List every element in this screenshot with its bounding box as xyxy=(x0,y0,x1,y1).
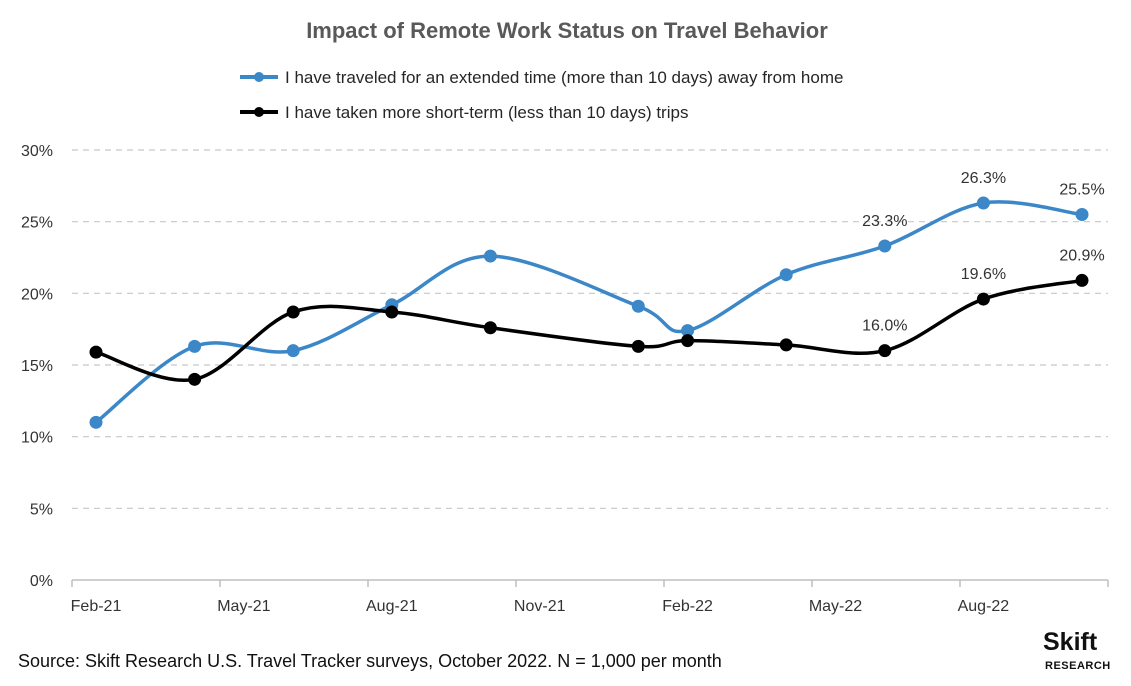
y-axis: 0% 5% 10% 15% 20% 25% 30% xyxy=(21,143,53,590)
data-point xyxy=(89,415,103,429)
data-point xyxy=(1075,208,1089,221)
data-label: 26.3% xyxy=(961,170,1006,187)
y-tick-label: 5% xyxy=(30,501,53,518)
y-tick-label: 10% xyxy=(21,430,53,447)
data-point xyxy=(286,305,300,319)
legend: I have traveled for an extended time (mo… xyxy=(240,68,843,122)
data-point xyxy=(1075,273,1089,287)
data-point xyxy=(631,339,645,353)
data-point xyxy=(878,344,892,358)
series-layer xyxy=(89,196,1089,429)
data-labels: 23.3% 26.3% 25.5% 16.0% 19.6% 20.9% xyxy=(862,170,1105,335)
data-point xyxy=(976,196,990,210)
series-0 xyxy=(89,196,1089,429)
data-point xyxy=(483,249,497,263)
data-point xyxy=(188,372,202,386)
data-point xyxy=(976,292,990,306)
chart-title: Impact of Remote Work Status on Travel B… xyxy=(306,18,828,43)
legend-label-short: I have taken more short-term (less than … xyxy=(285,103,688,122)
data-label: 16.0% xyxy=(862,318,907,335)
legend-label-extended: I have traveled for an extended time (mo… xyxy=(285,68,843,87)
source-note: Source: Skift Research U.S. Travel Track… xyxy=(18,651,722,671)
data-label: 19.6% xyxy=(961,266,1006,283)
data-point xyxy=(89,345,103,359)
data-point xyxy=(779,338,793,352)
logo-subtitle: RESEARCH xyxy=(1045,660,1111,672)
data-point xyxy=(779,268,793,282)
data-point xyxy=(681,334,695,348)
data-point xyxy=(631,299,645,313)
legend-marker-short xyxy=(254,107,264,117)
x-axis: Feb-21 May-21 Aug-21 Nov-21 Feb-22 May-22 Aug-… xyxy=(71,579,1109,615)
grid-lines xyxy=(72,149,1108,509)
x-tick-label: Feb-21 xyxy=(71,598,122,615)
series-line xyxy=(94,200,1083,424)
skift-research-logo: Skift RESEARCH xyxy=(1043,628,1111,672)
data-label: 25.5% xyxy=(1059,182,1104,199)
logo-wordmark: Skift xyxy=(1043,628,1098,656)
x-tick-label: Aug-22 xyxy=(958,598,1010,615)
data-label: 23.3% xyxy=(862,213,907,230)
y-tick-label: 15% xyxy=(21,358,53,375)
x-tick-label: May-21 xyxy=(217,598,270,615)
x-tick-label: Feb-22 xyxy=(662,598,713,615)
legend-marker-extended xyxy=(254,72,264,82)
y-tick-label: 30% xyxy=(21,143,53,160)
x-tick-label: Nov-21 xyxy=(514,598,566,615)
data-point xyxy=(286,344,300,358)
data-point xyxy=(385,305,399,319)
series-1 xyxy=(89,273,1089,386)
y-tick-label: 20% xyxy=(21,286,53,303)
y-tick-label: 25% xyxy=(21,215,53,232)
data-point xyxy=(188,339,202,353)
data-point xyxy=(681,324,695,338)
x-tick-label: May-22 xyxy=(809,598,862,615)
data-label: 20.9% xyxy=(1059,247,1104,264)
series-line xyxy=(95,278,1083,383)
y-tick-label: 0% xyxy=(30,573,53,590)
data-point xyxy=(878,239,892,253)
data-point xyxy=(483,321,497,335)
x-tick-label: Aug-21 xyxy=(366,598,418,615)
